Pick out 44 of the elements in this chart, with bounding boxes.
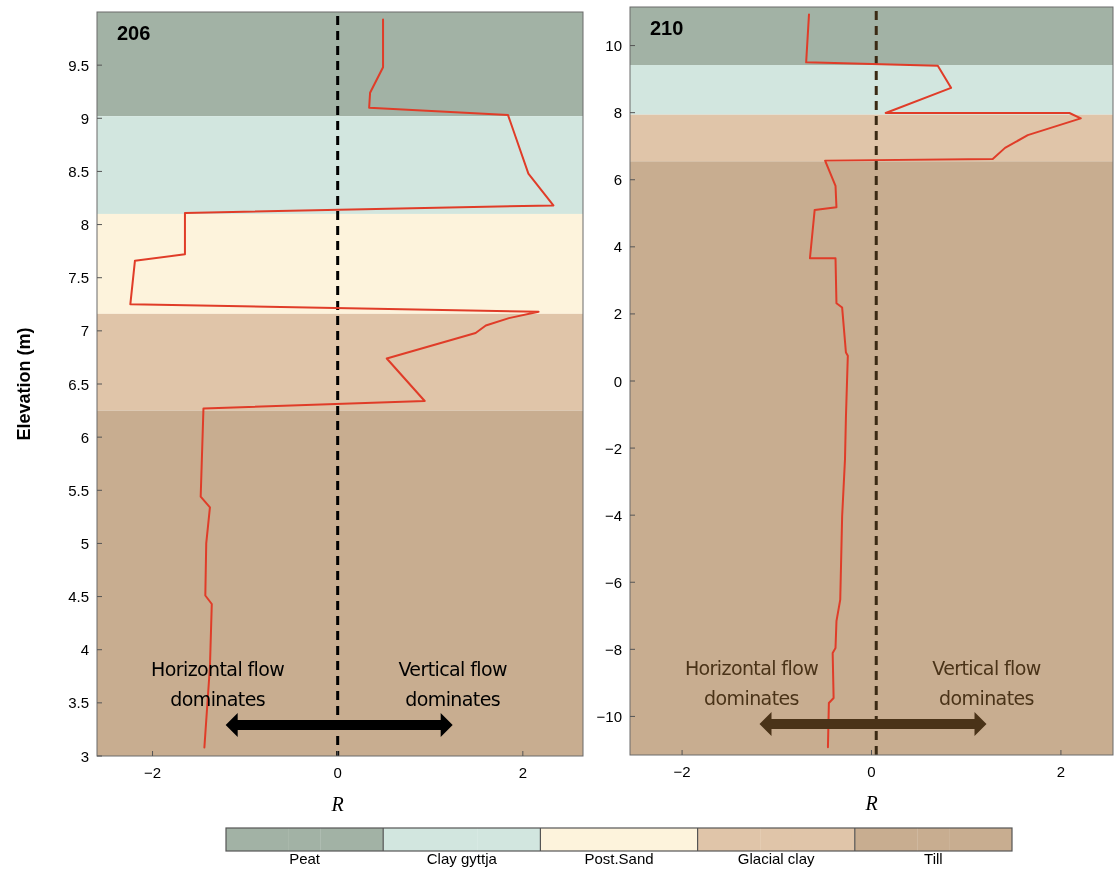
y-tick-label: −10 — [596, 707, 622, 725]
y-tick-label: 7 — [80, 322, 89, 340]
annotation: Vertical flow dominates — [398, 658, 507, 710]
legend-label: Glacial clay — [737, 850, 816, 868]
y-tick-label: 3.5 — [68, 694, 89, 712]
y-tick-label: 9 — [80, 109, 89, 127]
text: 210 — [650, 17, 684, 39]
annotation: Vertical flow dominates — [932, 657, 1041, 709]
y-tick-label: 8 — [80, 216, 89, 234]
y-tick-label: −4 — [604, 506, 622, 524]
y-tick-label: 6 — [613, 171, 622, 189]
y-tick-label: 7.5 — [68, 269, 89, 287]
x-tick-label: −2 — [143, 764, 162, 781]
legend-label: Till — [924, 850, 943, 868]
y-tick-label: 0 — [613, 372, 622, 390]
y-tick-label: −6 — [604, 573, 622, 591]
y-tick-label: 8 — [613, 104, 622, 122]
legend-label: Post.Sand — [584, 850, 654, 868]
legend-label: Clay gyttja — [426, 850, 498, 868]
y-tick-label: 4.5 — [68, 588, 89, 606]
legend-label: Peat — [289, 850, 321, 868]
x-tick-label: 2 — [1056, 763, 1066, 780]
y-axis-title: Elevation (m) — [14, 327, 34, 441]
y-tick-label: 5 — [80, 534, 89, 552]
y-tick-label: 3 — [80, 747, 89, 765]
y-tick-label: 2 — [613, 305, 622, 323]
y-tick-label: 9.5 — [68, 56, 89, 74]
y-tick-label: 4 — [613, 238, 622, 256]
x-axis-title: R — [864, 792, 878, 814]
y-tick-label: 4 — [80, 641, 89, 659]
x-tick-label: 0 — [867, 763, 876, 780]
annotation: Horizontal flow dominates — [684, 657, 819, 709]
y-tick-label: 6.5 — [68, 375, 89, 393]
x-tick-label: 2 — [518, 764, 527, 781]
text: 206 — [117, 22, 151, 44]
y-tick-label: −8 — [604, 640, 622, 658]
x-axis-title: R — [330, 793, 344, 815]
y-tick-label: 8.5 — [68, 162, 89, 180]
x-tick-label: −2 — [673, 763, 691, 780]
y-tick-label: 5.5 — [68, 481, 89, 499]
y-tick-label: 6 — [80, 428, 89, 446]
y-tick-label: 10 — [605, 37, 622, 55]
y-tick-label: −2 — [604, 439, 622, 457]
x-tick-label: 0 — [333, 764, 342, 781]
